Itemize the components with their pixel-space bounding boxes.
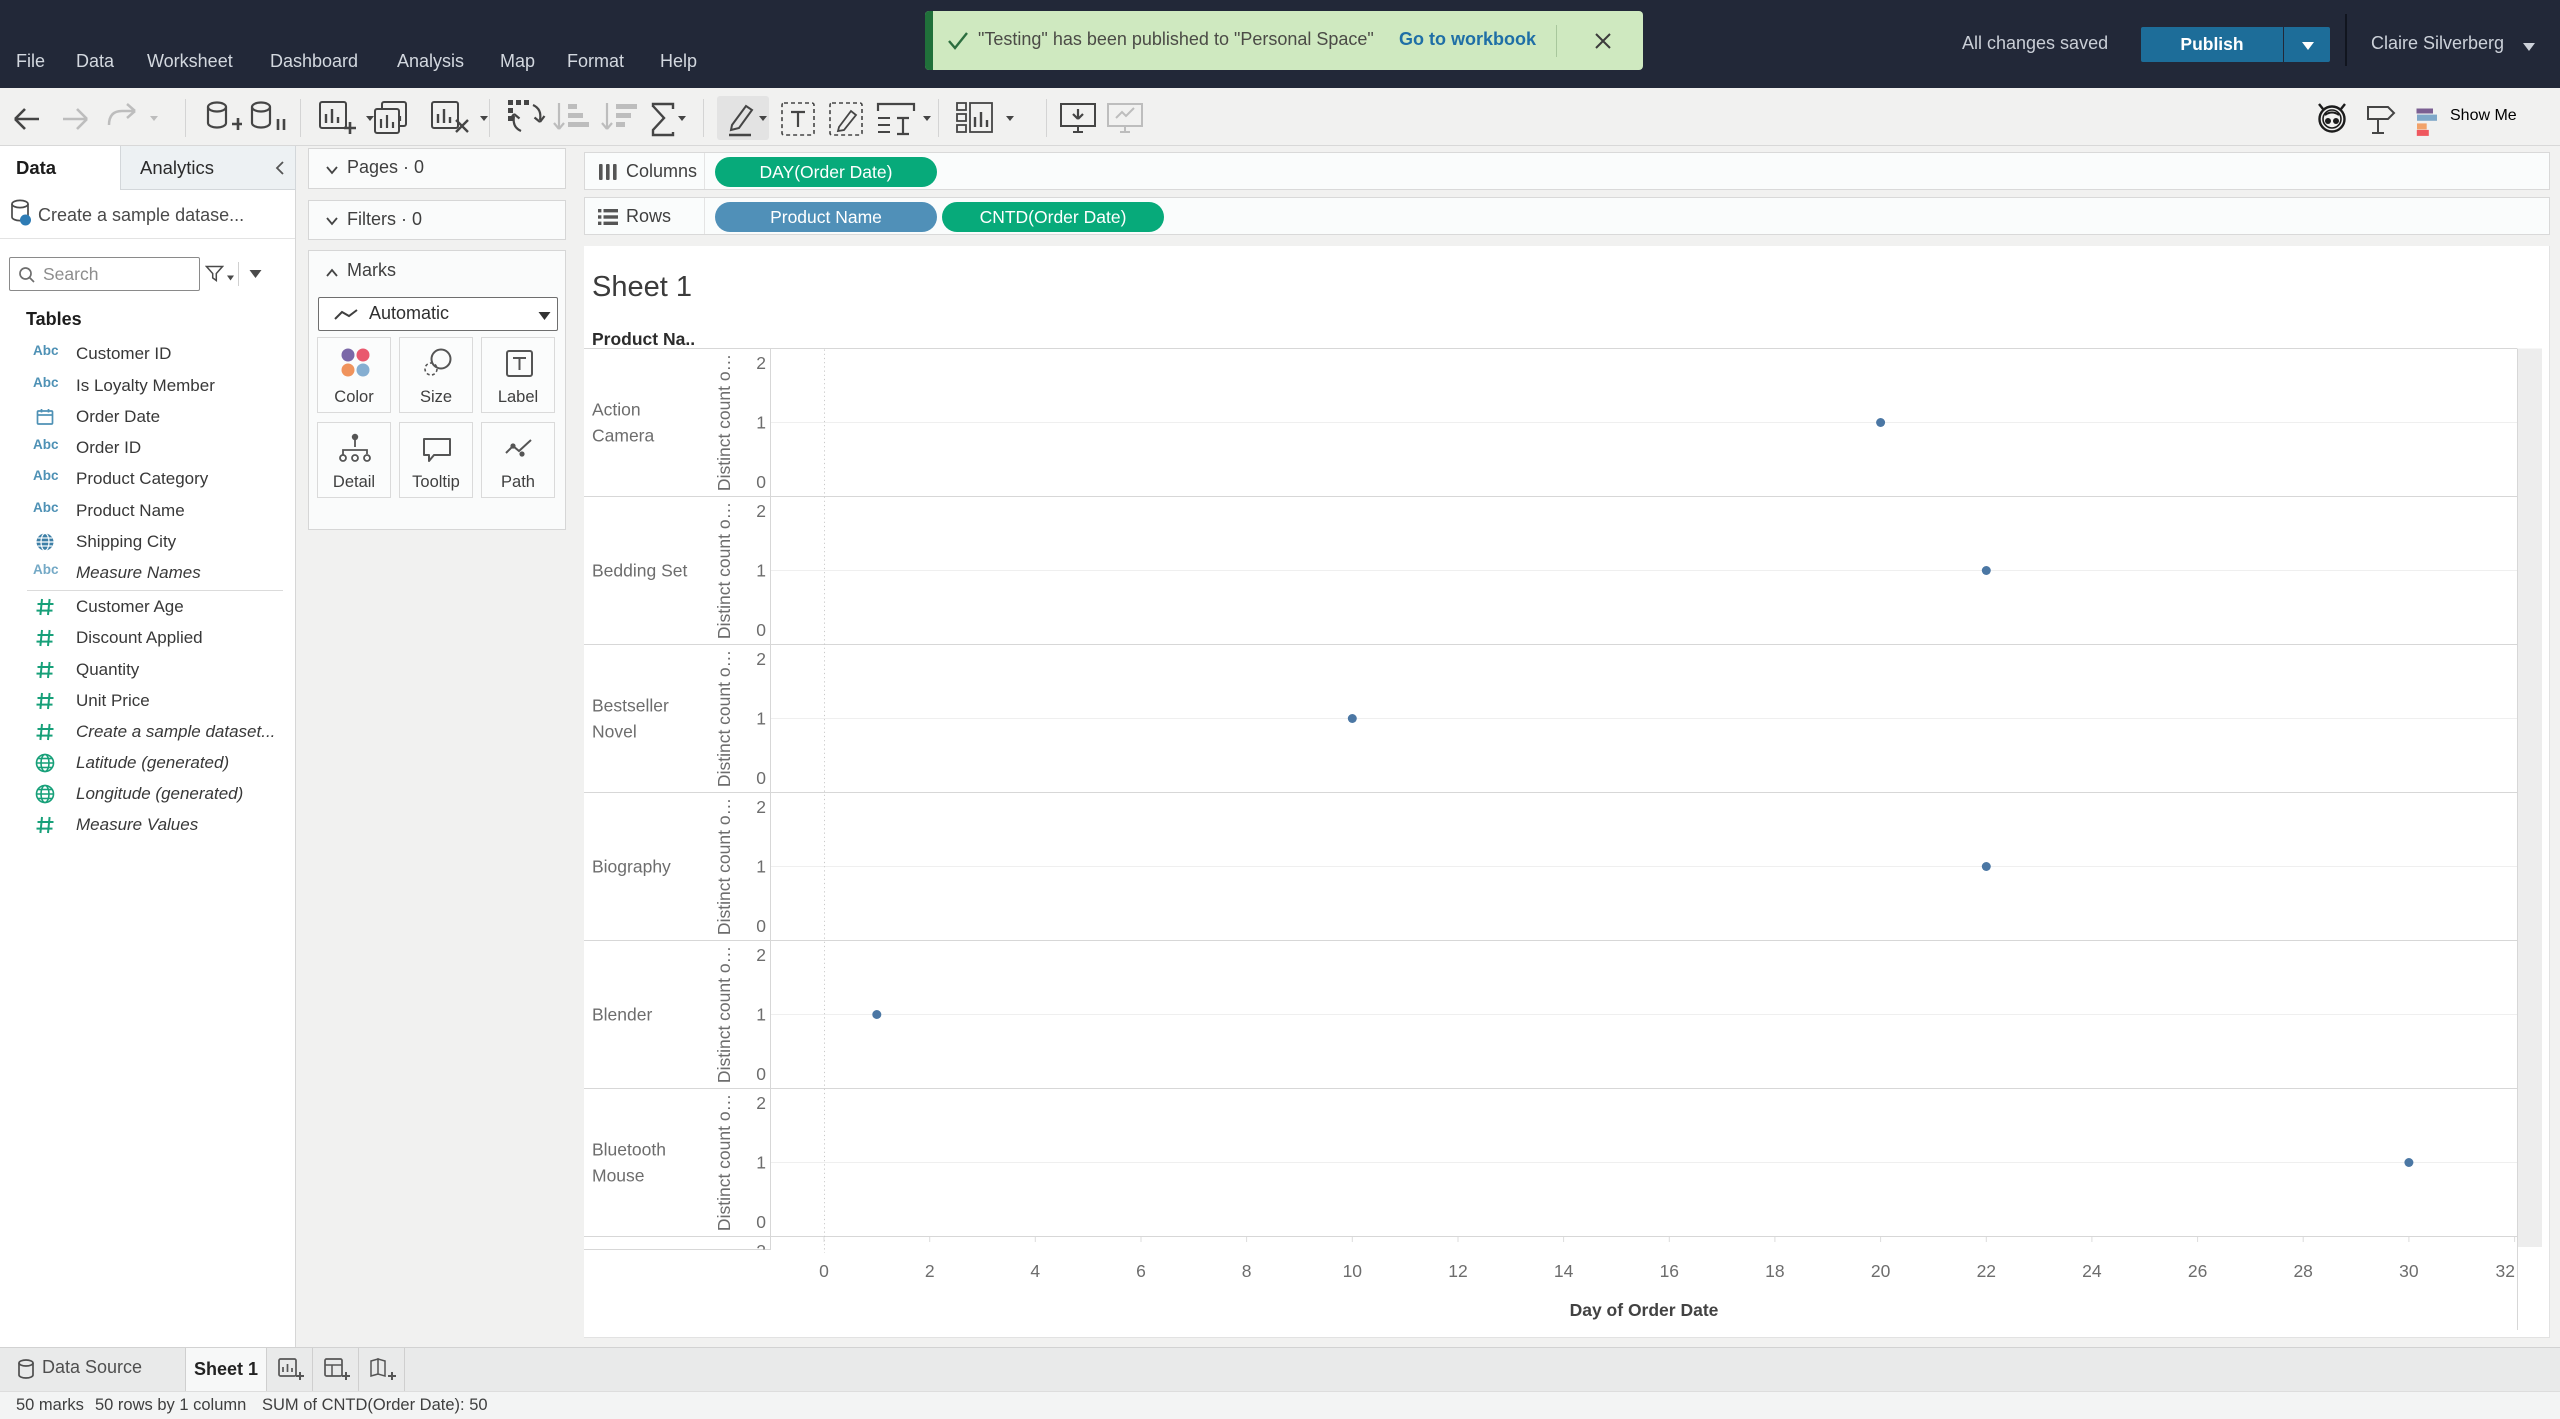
svg-text:0: 0 [756, 472, 766, 492]
svg-text:12: 12 [1448, 1261, 1467, 1281]
svg-text:1: 1 [756, 1153, 766, 1173]
svg-text:30: 30 [2399, 1261, 2419, 1281]
svg-text:0: 0 [756, 1212, 766, 1232]
svg-text:Bluetooth: Bluetooth [592, 1140, 666, 1160]
svg-text:Blender: Blender [592, 1005, 652, 1025]
svg-text:18: 18 [1765, 1261, 1784, 1281]
svg-text:8: 8 [1242, 1261, 1252, 1281]
svg-text:0: 0 [756, 916, 766, 936]
svg-text:4: 4 [1030, 1261, 1040, 1281]
svg-text:Action: Action [592, 400, 641, 420]
svg-text:Distinct count o…: Distinct count o… [714, 502, 734, 639]
svg-text:Distinct count o…: Distinct count o… [714, 650, 734, 787]
svg-text:Novel: Novel [592, 722, 637, 742]
svg-text:Product Na..: Product Na.. [592, 329, 695, 349]
svg-text:Distinct count o…: Distinct count o… [714, 798, 734, 935]
svg-text:1: 1 [756, 857, 766, 877]
svg-text:Bestseller: Bestseller [592, 696, 669, 716]
svg-text:0: 0 [819, 1261, 829, 1281]
svg-text:2: 2 [756, 797, 766, 817]
svg-text:Biography: Biography [592, 857, 671, 877]
svg-text:Bedding Set: Bedding Set [592, 561, 687, 581]
svg-text:Distinct count o…: Distinct count o… [714, 354, 734, 491]
svg-text:0: 0 [756, 1064, 766, 1084]
svg-text:2: 2 [756, 501, 766, 521]
svg-text:14: 14 [1554, 1261, 1574, 1281]
svg-text:0: 0 [756, 768, 766, 788]
svg-text:Camera: Camera [592, 426, 655, 446]
svg-text:2: 2 [756, 649, 766, 669]
svg-text:1: 1 [756, 561, 766, 581]
svg-text:6: 6 [1136, 1261, 1146, 1281]
svg-text:24: 24 [2082, 1261, 2102, 1281]
svg-text:2: 2 [756, 353, 766, 373]
svg-text:Distinct count o…: Distinct count o… [714, 946, 734, 1083]
svg-text:22: 22 [1977, 1261, 1996, 1281]
svg-text:Mouse: Mouse [592, 1166, 645, 1186]
svg-text:Sheet 1: Sheet 1 [592, 271, 692, 303]
svg-text:26: 26 [2188, 1261, 2207, 1281]
svg-text:1: 1 [756, 413, 766, 433]
svg-text:2: 2 [925, 1261, 935, 1281]
svg-text:2: 2 [756, 945, 766, 965]
svg-text:2: 2 [756, 1093, 766, 1113]
svg-text:20: 20 [1871, 1261, 1891, 1281]
svg-text:2: 2 [756, 1241, 766, 1261]
svg-text:1: 1 [756, 1005, 766, 1025]
svg-text:1: 1 [756, 709, 766, 729]
svg-text:0: 0 [756, 620, 766, 640]
svg-text:Distinct count o…: Distinct count o… [714, 1094, 734, 1231]
svg-text:Day of Order Date: Day of Order Date [1570, 1300, 1719, 1320]
svg-text:28: 28 [2293, 1261, 2312, 1281]
svg-text:10: 10 [1343, 1261, 1363, 1281]
svg-text:32: 32 [2496, 1261, 2515, 1281]
svg-text:16: 16 [1660, 1261, 1679, 1281]
